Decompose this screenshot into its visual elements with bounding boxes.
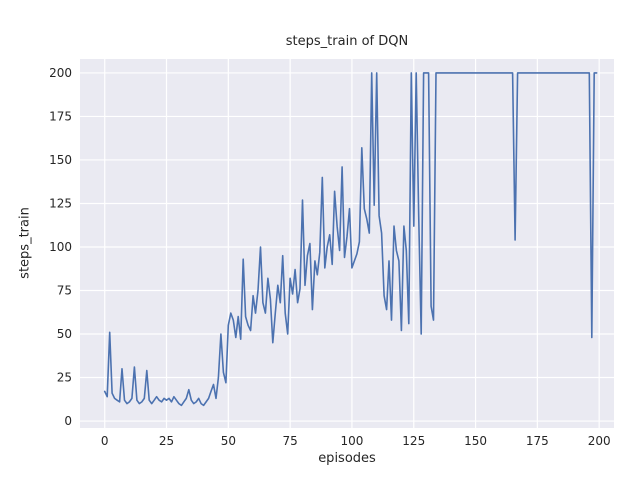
- x-tick-label: 25: [159, 434, 174, 448]
- y-tick-label: 0: [64, 414, 72, 428]
- x-tick-label: 200: [588, 434, 611, 448]
- x-tick-label: 100: [340, 434, 363, 448]
- data-line: [103, 72, 598, 407]
- x-axis-label: episodes: [318, 451, 376, 466]
- x-tick-label: 175: [526, 434, 549, 448]
- x-tick-label: 0: [101, 434, 109, 448]
- y-tick-label: 200: [49, 66, 72, 80]
- x-tick-label: 150: [464, 434, 487, 448]
- y-tick-label: 50: [57, 327, 72, 341]
- y-tick-label: 125: [49, 196, 72, 210]
- y-tick-label: 25: [57, 371, 72, 385]
- plot-background: [80, 59, 614, 428]
- y-tick-label: 100: [49, 240, 72, 254]
- y-tick-label: 150: [49, 153, 72, 167]
- y-tick-label: 175: [49, 109, 72, 123]
- x-tick-label: 50: [221, 434, 236, 448]
- x-tick-label: 75: [282, 434, 297, 448]
- x-tick-label: 125: [402, 434, 425, 448]
- chart-title: steps_train of DQN: [285, 34, 409, 49]
- y-tick-label: 75: [57, 283, 72, 297]
